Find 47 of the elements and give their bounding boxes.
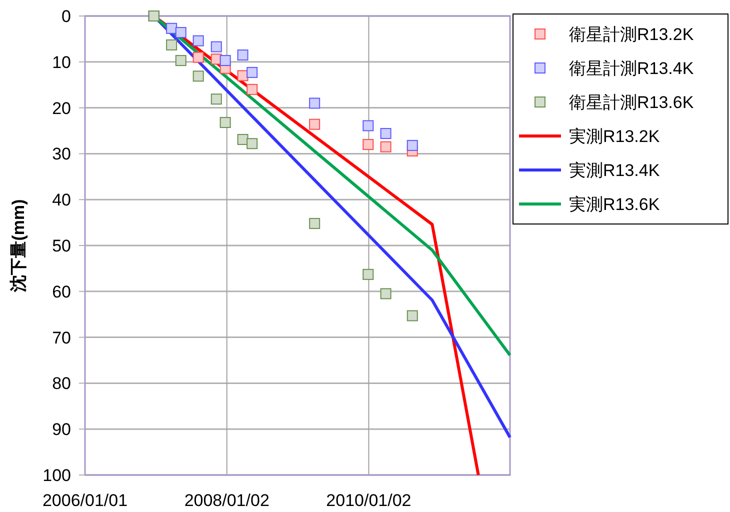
- x-tick-label: 2008/01/02: [184, 491, 270, 510]
- y-tick-label: 40: [52, 190, 71, 210]
- point: [406, 140, 418, 151]
- y-tick-label: 30: [52, 144, 71, 164]
- legend-label: 実測R13.6K: [569, 194, 660, 214]
- point: [406, 310, 418, 322]
- point: [192, 70, 204, 82]
- point: [175, 27, 186, 38]
- y-tick-label: 100: [42, 466, 71, 485]
- point: [309, 118, 320, 130]
- point: [246, 66, 258, 78]
- point: [309, 218, 320, 229]
- y-tick-label: 50: [52, 236, 71, 256]
- point: [246, 138, 258, 150]
- point: [210, 41, 222, 52]
- point: [362, 268, 374, 280]
- point: [380, 128, 392, 140]
- y-tick-label: 10: [52, 52, 71, 72]
- x-tick-label: 2006/01/01: [42, 491, 128, 510]
- point: [220, 116, 231, 128]
- point: [246, 84, 258, 95]
- y-axis-title: 沈下量(mm): [9, 199, 28, 293]
- point: [166, 22, 178, 34]
- legend-label: 衛星計測R13.6K: [569, 92, 694, 112]
- y-tick-label: 60: [52, 282, 71, 302]
- x-tick-label: 2010/01/02: [326, 491, 412, 510]
- point: [362, 120, 374, 132]
- point: [166, 39, 178, 50]
- point: [309, 98, 320, 109]
- point: [380, 288, 392, 300]
- point: [237, 50, 248, 61]
- legend-label: 実測R13.4K: [569, 160, 660, 180]
- point: [380, 141, 392, 152]
- legend-label: 衛星計測R13.4K: [569, 58, 694, 78]
- point: [192, 52, 204, 63]
- point: [210, 94, 222, 105]
- point: [220, 55, 231, 66]
- y-tick-label: 20: [52, 98, 71, 118]
- point: [175, 55, 186, 66]
- y-tick-label: 0: [62, 6, 71, 26]
- point: [192, 35, 204, 46]
- y-tick-label: 90: [52, 420, 71, 440]
- legend-label: 衛星計測R13.2K: [569, 24, 694, 44]
- point: [362, 139, 374, 150]
- legend-label: 実測R13.2K: [569, 126, 660, 146]
- y-tick-label: 70: [52, 328, 71, 348]
- y-tick-label: 80: [52, 374, 71, 394]
